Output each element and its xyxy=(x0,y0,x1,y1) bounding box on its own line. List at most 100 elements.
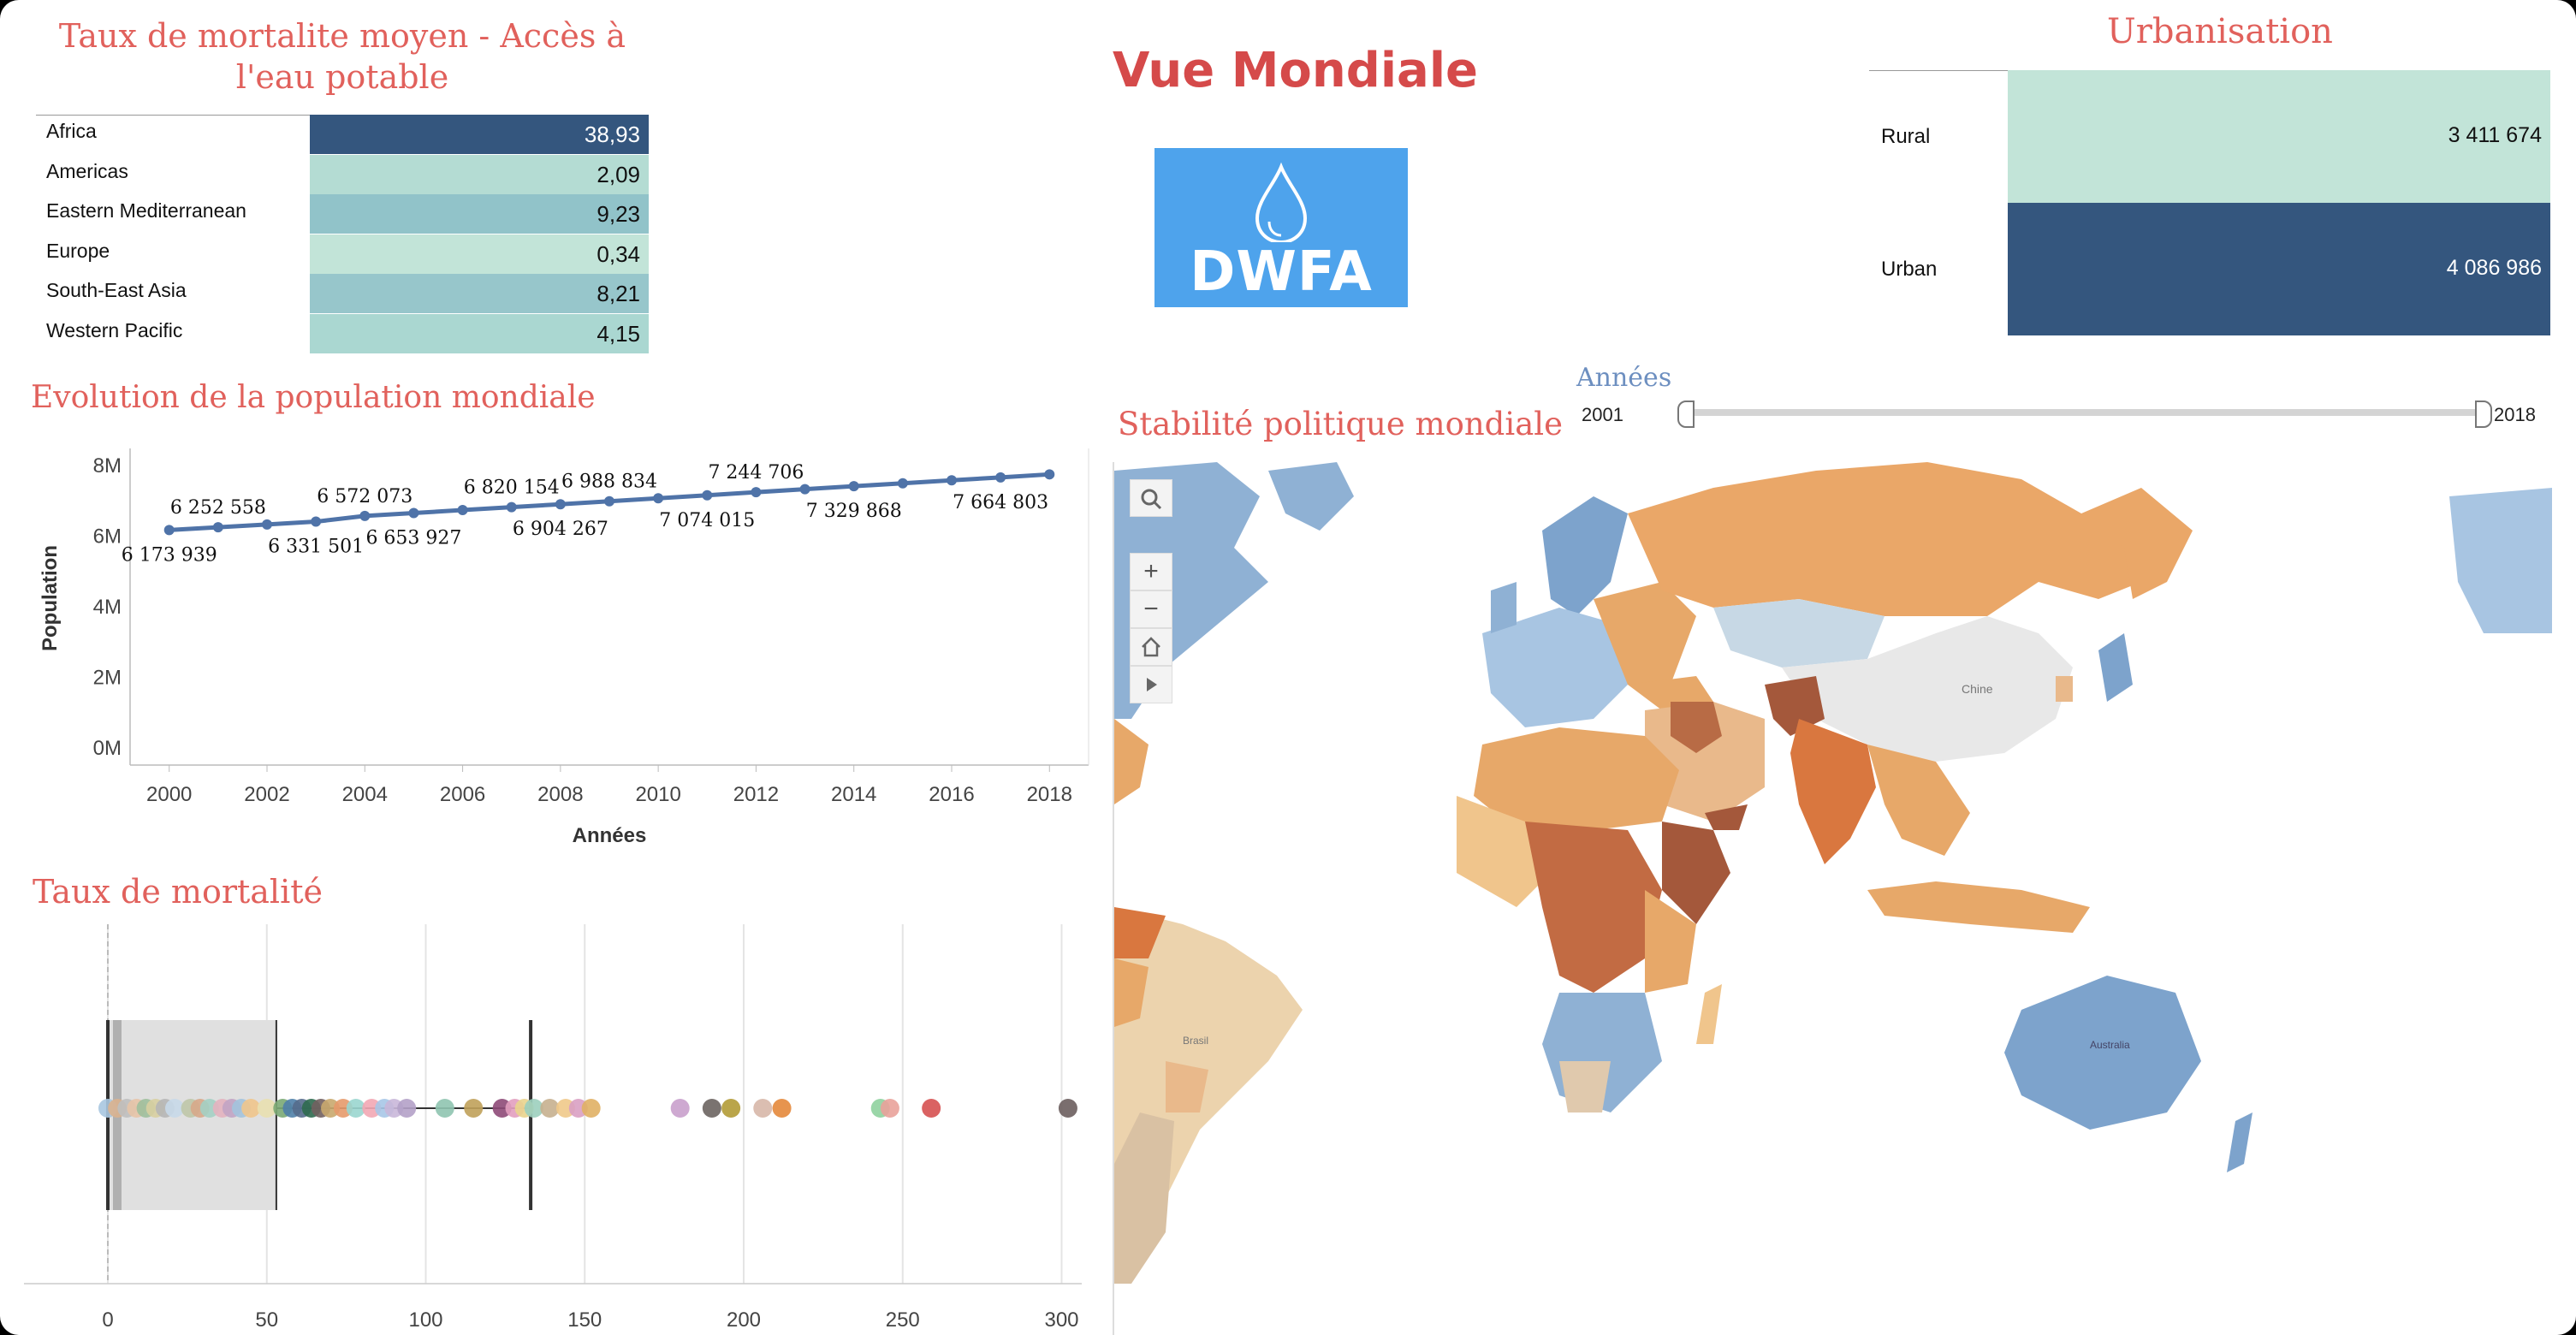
mortality-point xyxy=(721,1099,741,1118)
region-label: Western Pacific xyxy=(46,318,183,341)
world-map[interactable]: Chine Australia xyxy=(1114,462,2552,1335)
map-region-iraq-syria xyxy=(1671,702,1722,753)
map-region-russia-east xyxy=(2081,488,2193,599)
map-region-west-africa xyxy=(1457,796,1559,907)
year-slider-track[interactable] xyxy=(1683,409,2487,416)
mortality-point xyxy=(165,1099,185,1118)
mortality-point xyxy=(1058,1099,1077,1118)
urbanisation-row: Urban 4 086 986 xyxy=(1869,203,2550,335)
region-label: Europe xyxy=(46,239,110,262)
mortality-point xyxy=(524,1099,543,1118)
home-icon xyxy=(1142,637,1160,657)
population-line-chart: 0M 2M 4M 6M 8M 2000 2002 2004 2006 2008 2010 2012 20… xyxy=(39,448,1089,847)
x-tick-label: 2012 xyxy=(733,783,779,806)
map-region-mexico xyxy=(1114,719,1149,804)
population-data-label: 7 329 868 xyxy=(806,501,902,522)
page-title: Vue Mondiale xyxy=(1113,43,1478,98)
x-tick-label: 300 xyxy=(1044,1308,1078,1332)
map-zoom-in-button[interactable]: + xyxy=(1130,553,1172,590)
mortality-point xyxy=(397,1099,417,1118)
map-region-indonesia xyxy=(1867,881,2090,933)
population-data-label: 6 173 939 xyxy=(122,544,217,566)
population-point xyxy=(408,507,419,519)
map-search-button[interactable] xyxy=(1130,479,1172,517)
minus-icon: − xyxy=(1143,595,1159,623)
urbanisation-value: 4 086 986 xyxy=(2446,256,2542,280)
map-region-new-zealand xyxy=(2227,1112,2253,1172)
mortality-box-plot: 0 50 100 150 200 250 300 xyxy=(24,924,1082,1332)
urbanisation-bar: 3 411 674 xyxy=(2008,70,2550,203)
region-label: Africa xyxy=(46,120,97,142)
map-region-se-asia xyxy=(1867,745,1970,856)
population-data-label: 6 331 501 xyxy=(268,537,364,558)
plus-icon: + xyxy=(1143,557,1159,585)
region-label: South-East Asia xyxy=(46,279,187,301)
map-play-button[interactable] xyxy=(1130,666,1172,703)
year-slider-label: Années xyxy=(1576,363,1672,393)
y-axis-title: Population xyxy=(39,545,62,651)
map-region-central-africa xyxy=(1525,822,1662,993)
map-home-button[interactable] xyxy=(1130,628,1172,666)
population-point xyxy=(163,525,175,536)
population-chart-title: Evolution de la population mondiale xyxy=(31,380,596,415)
population-point xyxy=(1044,469,1055,480)
x-tick-label: 2018 xyxy=(1027,783,1072,806)
region-value: 9,23 xyxy=(310,194,649,234)
population-data-label: 6 988 834 xyxy=(561,472,657,493)
map-region-southern-tip xyxy=(1559,1061,1611,1112)
map-region-russia xyxy=(1628,462,2141,616)
x-tick-label: 2010 xyxy=(635,783,680,806)
map-label-australia: Australia xyxy=(2090,1039,2130,1051)
region-value: 8,21 xyxy=(310,274,649,313)
map-zoom-out-button[interactable]: − xyxy=(1130,590,1172,628)
population-point xyxy=(311,516,322,527)
x-tick-label: 150 xyxy=(567,1308,602,1332)
map-region-scandinavia xyxy=(1542,496,1628,616)
y-tick-label: 6M xyxy=(93,525,122,549)
y-tick-label: 2M xyxy=(93,667,122,690)
population-point xyxy=(555,499,566,510)
table-row: Western Pacific 4,15 xyxy=(36,313,649,353)
population-data-label: 6 252 558 xyxy=(170,497,266,519)
year-slider-start-handle[interactable] xyxy=(1677,400,1695,428)
mortality-point xyxy=(772,1099,792,1118)
urbanisation-row: Rural 3 411 674 xyxy=(1869,70,2550,203)
population-data-label: 6 653 927 xyxy=(365,528,461,549)
population-point xyxy=(995,472,1006,483)
region-value: 4,15 xyxy=(310,313,649,353)
y-tick-label: 4M xyxy=(93,596,122,619)
x-tick-label: 200 xyxy=(727,1308,761,1332)
population-point xyxy=(359,510,371,521)
map-region-korea xyxy=(2056,676,2073,702)
x-tick-label: 100 xyxy=(408,1308,442,1332)
x-tick-label: 2016 xyxy=(929,783,974,806)
map-region-yemen xyxy=(1705,804,1748,830)
table-row: Americas 2,09 xyxy=(36,154,649,194)
mortality-point xyxy=(540,1099,560,1118)
population-data-label: 7 664 803 xyxy=(953,492,1048,513)
x-tick-label: 2014 xyxy=(831,783,876,806)
x-tick-label: 0 xyxy=(102,1308,113,1332)
mortality-water-title: Taux de mortalite moyen - Accès à l'eau … xyxy=(58,17,626,96)
region-label: Americas xyxy=(46,159,128,182)
table-row: Eastern Mediterranean 9,23 xyxy=(36,194,649,234)
world-map-svg: Chine Australia xyxy=(1114,462,2552,1284)
map-region-alaska xyxy=(2449,488,2552,633)
year-slider-end-handle[interactable] xyxy=(2475,400,2492,428)
urbanisation-bar: 4 086 986 xyxy=(2008,203,2550,335)
mortality-point xyxy=(346,1099,365,1118)
dwfa-logo: DWFA xyxy=(1154,148,1408,307)
map-region-bolivia xyxy=(1166,1061,1208,1112)
population-point xyxy=(799,484,810,495)
region-value: 0,34 xyxy=(310,234,649,274)
population-data-label: 7 244 706 xyxy=(708,462,804,484)
region-label: Eastern Mediterranean xyxy=(46,199,246,222)
map-region-japan xyxy=(2098,633,2133,702)
map-region-australia xyxy=(2004,976,2201,1130)
population-point xyxy=(751,487,762,498)
x-axis-title: Années xyxy=(573,824,647,847)
table-row: South-East Asia 8,21 xyxy=(36,274,649,313)
map-region-east-europe xyxy=(1594,582,1696,685)
map-region-colombia xyxy=(1114,958,1149,1027)
